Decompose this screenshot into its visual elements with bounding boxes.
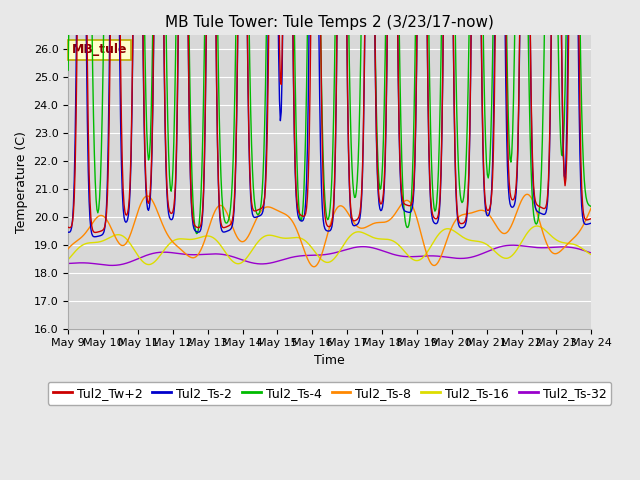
X-axis label: Time: Time — [314, 354, 345, 367]
Legend: Tul2_Tw+2, Tul2_Ts-2, Tul2_Ts-4, Tul2_Ts-8, Tul2_Ts-16, Tul2_Ts-32: Tul2_Tw+2, Tul2_Ts-2, Tul2_Ts-4, Tul2_Ts… — [48, 382, 611, 405]
Text: MB_tule: MB_tule — [72, 44, 127, 57]
Y-axis label: Temperature (C): Temperature (C) — [15, 131, 28, 233]
Title: MB Tule Tower: Tule Temps 2 (3/23/17-now): MB Tule Tower: Tule Temps 2 (3/23/17-now… — [165, 15, 494, 30]
